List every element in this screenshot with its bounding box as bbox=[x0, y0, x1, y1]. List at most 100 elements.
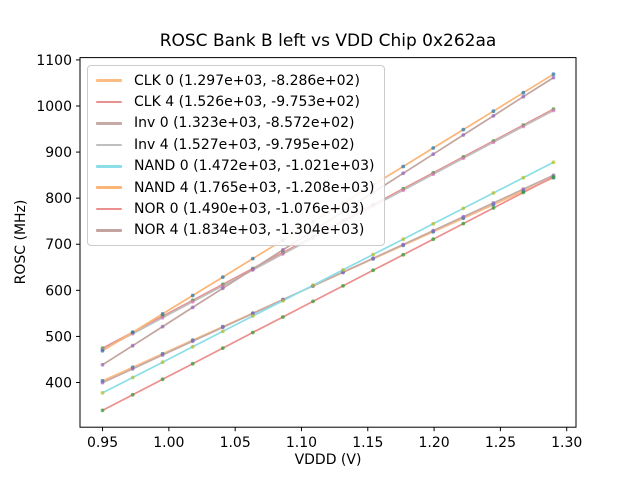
x-tick-label: 1.25 bbox=[485, 435, 516, 451]
data-point bbox=[341, 268, 345, 272]
data-point bbox=[100, 408, 105, 413]
data-point bbox=[160, 312, 165, 316]
data-point bbox=[220, 325, 225, 330]
data-point bbox=[491, 114, 496, 118]
legend-entry-label: CLK 4 (1.526e+03, -9.753e+02) bbox=[134, 94, 360, 111]
legend-line-swatch bbox=[96, 122, 122, 125]
data-point bbox=[311, 283, 315, 288]
data-point bbox=[250, 314, 255, 318]
data-point bbox=[190, 305, 195, 310]
x-tick-label: 0.95 bbox=[87, 435, 118, 451]
data-point bbox=[371, 268, 375, 273]
y-tick-label: 900 bbox=[45, 145, 72, 161]
legend-entry: NAND 4 (1.765e+03, -1.208e+03) bbox=[96, 177, 374, 198]
legend-entry: NOR 0 (1.490e+03, -1.076e+03) bbox=[96, 198, 374, 219]
legend-entry-label: Inv 4 (1.527e+03, -9.795e+02) bbox=[134, 136, 355, 153]
data-point bbox=[521, 90, 526, 95]
legend-entry: Inv 4 (1.527e+03, -9.795e+02) bbox=[96, 134, 374, 155]
data-point bbox=[190, 293, 195, 298]
series-line-nor-0 bbox=[102, 176, 554, 412]
data-point bbox=[371, 252, 375, 257]
data-point bbox=[160, 353, 165, 357]
data-point bbox=[100, 391, 105, 395]
data-point bbox=[461, 221, 466, 226]
data-point bbox=[431, 146, 436, 150]
data-point bbox=[220, 275, 225, 279]
data-point bbox=[401, 164, 406, 169]
data-point bbox=[190, 339, 195, 344]
data-point bbox=[100, 380, 105, 385]
data-point bbox=[311, 299, 315, 304]
x-tick-label: 1.20 bbox=[419, 435, 450, 451]
data-point bbox=[491, 140, 496, 145]
data-point bbox=[100, 348, 105, 353]
legend-line-swatch bbox=[96, 143, 122, 147]
data-point bbox=[220, 346, 225, 350]
data-point bbox=[190, 299, 195, 304]
data-point bbox=[281, 252, 285, 256]
data-point bbox=[160, 377, 165, 382]
data-point bbox=[130, 375, 135, 380]
data-point bbox=[130, 343, 135, 348]
x-tick-label: 1.00 bbox=[153, 435, 184, 451]
data-point bbox=[190, 344, 195, 349]
x-tick-label: 1.30 bbox=[551, 435, 582, 451]
data-point bbox=[521, 190, 526, 195]
data-point bbox=[551, 72, 556, 77]
data-point bbox=[220, 329, 225, 334]
data-point bbox=[130, 367, 135, 371]
legend-entry: NOR 4 (1.834e+03, -1.304e+03) bbox=[96, 220, 374, 241]
data-point bbox=[281, 298, 285, 303]
data-point bbox=[160, 360, 165, 365]
y-tick-label: 1000 bbox=[36, 99, 72, 115]
data-point bbox=[431, 228, 436, 233]
x-tick-label: 1.15 bbox=[352, 435, 383, 451]
y-tick-label: 800 bbox=[45, 191, 72, 207]
data-point bbox=[551, 160, 556, 165]
data-point bbox=[461, 127, 466, 132]
data-point bbox=[461, 133, 466, 137]
data-point bbox=[461, 214, 466, 219]
legend-entry-label: Inv 0 (1.323e+03, -8.572e+02) bbox=[134, 115, 355, 132]
y-axis-label: ROSC (MHz) bbox=[13, 199, 29, 285]
x-axis-label: VDDD (V) bbox=[294, 452, 362, 468]
legend-line-swatch bbox=[96, 100, 122, 104]
legend-line-swatch bbox=[96, 79, 122, 82]
data-point bbox=[431, 237, 436, 242]
legend-entry-label: NOR 0 (1.490e+03, -1.076e+03) bbox=[134, 201, 365, 218]
data-point bbox=[250, 330, 255, 335]
y-tick-label: 600 bbox=[45, 283, 72, 299]
data-point bbox=[521, 124, 526, 129]
data-point bbox=[401, 171, 406, 176]
legend: CLK 0 (1.297e+03, -8.286e+02) CLK 4 (1.52… bbox=[87, 65, 386, 247]
plot-frame bbox=[79, 57, 577, 428]
x-tick-label: 1.10 bbox=[286, 435, 317, 451]
legend-entry: CLK 4 (1.526e+03, -9.753e+02) bbox=[96, 91, 374, 112]
data-point bbox=[250, 267, 255, 271]
data-point bbox=[431, 172, 436, 177]
data-point bbox=[491, 191, 496, 195]
data-point bbox=[521, 175, 526, 180]
data-point bbox=[491, 201, 496, 205]
series-line-inv-0 bbox=[102, 174, 554, 384]
data-point bbox=[431, 221, 436, 226]
legend-entry-label: CLK 0 (1.297e+03, -8.286e+02) bbox=[134, 72, 360, 89]
x-tick-label: 1.05 bbox=[220, 435, 251, 451]
y-tick-label: 400 bbox=[45, 375, 72, 391]
data-point bbox=[551, 175, 556, 179]
data-point bbox=[160, 324, 165, 329]
data-point bbox=[401, 188, 406, 193]
data-point bbox=[190, 361, 195, 366]
data-point bbox=[551, 108, 556, 113]
y-tick-label: 700 bbox=[45, 237, 72, 253]
data-point bbox=[341, 284, 345, 288]
data-point bbox=[461, 156, 466, 161]
data-point bbox=[491, 206, 496, 210]
series-line-nand-0 bbox=[102, 161, 554, 394]
data-point bbox=[281, 248, 285, 252]
data-point bbox=[371, 256, 375, 261]
data-point bbox=[491, 109, 496, 114]
data-point bbox=[220, 286, 225, 291]
y-tick-label: 1100 bbox=[36, 53, 72, 69]
